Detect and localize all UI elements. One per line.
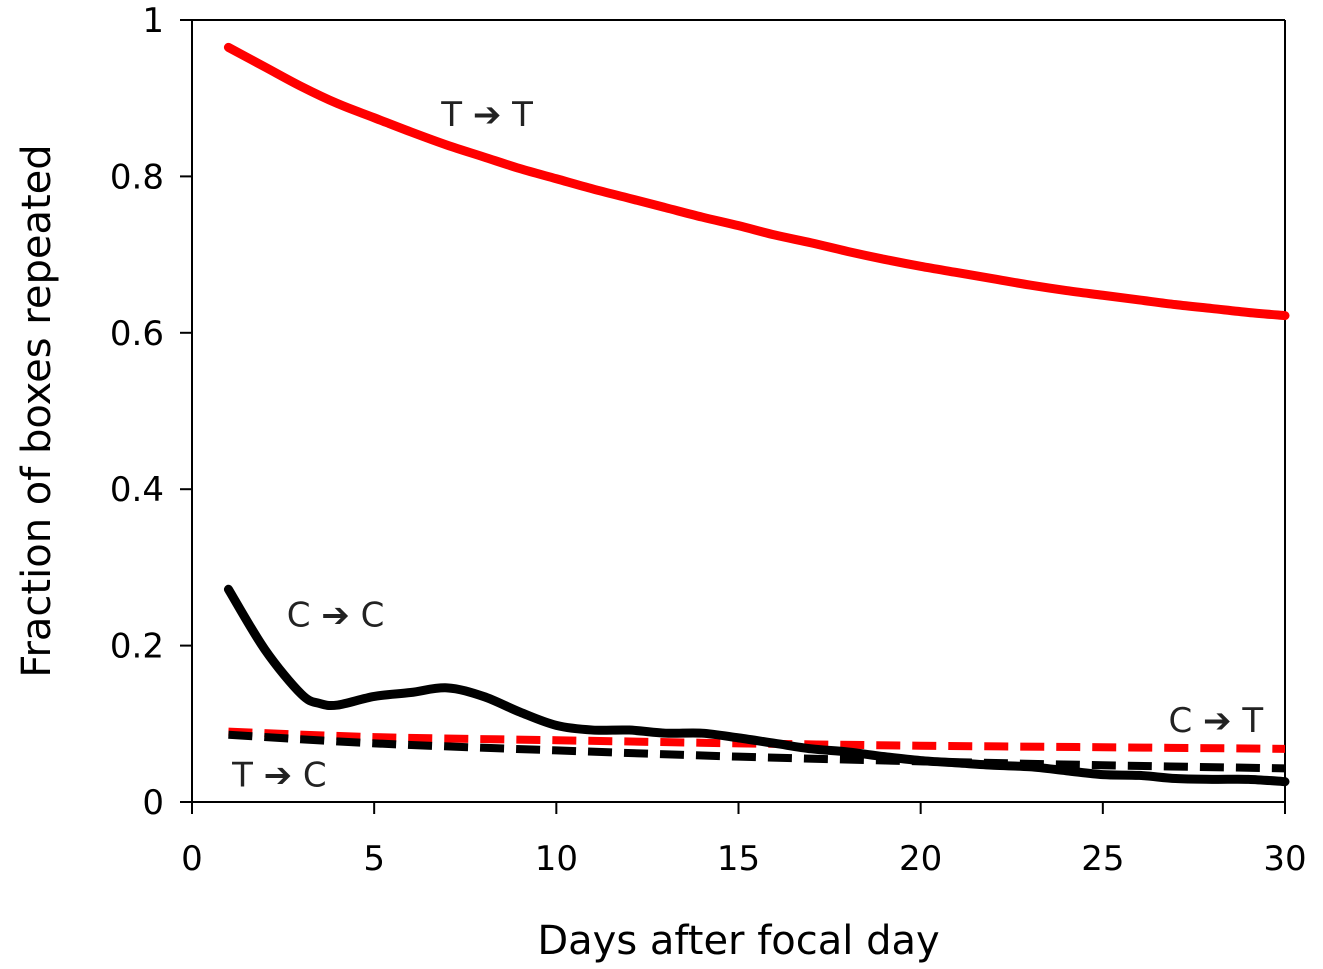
y-tick-label: 0.6 (110, 314, 164, 354)
y-tick-label: 0 (142, 783, 164, 823)
y-tick-label: 0.2 (110, 627, 164, 667)
y-tick-label: 1 (142, 1, 164, 41)
y-tick-label: 0.8 (110, 157, 164, 197)
series-label-3: C ➔ T (1169, 701, 1264, 741)
x-tick-label: 10 (535, 839, 578, 879)
x-tick-label: 5 (363, 839, 385, 879)
x-tick-label: 20 (899, 839, 942, 879)
series-line-1 (223, 42, 1290, 321)
series-line-4 (228, 730, 1286, 773)
series-lines (223, 42, 1290, 787)
x-tick-label: 0 (181, 839, 203, 879)
series-labels: T ➔ T C ➔ C C ➔ T T ➔ C (231, 95, 1263, 796)
series-label-1: T ➔ T (440, 95, 533, 135)
x-tick-label: 25 (1081, 839, 1124, 879)
axes (191, 19, 1286, 803)
y-axis-title: Fraction of boxes repeated (14, 144, 60, 677)
x-tick-label: 30 (1263, 839, 1306, 879)
series-line-3 (228, 727, 1286, 753)
x-axis-title: Days after focal day (537, 918, 939, 964)
series-label-4: T ➔ C (231, 756, 327, 796)
series-label-2: C ➔ C (287, 595, 385, 635)
ticks: 0 5 10 15 20 25 30 0 0.2 0.4 0.6 0.8 1 (110, 1, 1307, 879)
x-tick-label: 15 (717, 839, 760, 879)
series-line-2 (223, 584, 1290, 787)
y-tick-label: 0.4 (110, 470, 164, 510)
